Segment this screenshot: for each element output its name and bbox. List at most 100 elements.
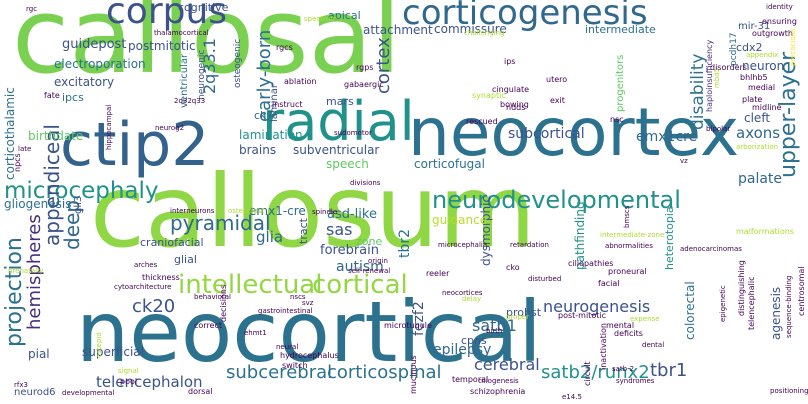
word: neocortices — [442, 289, 483, 297]
word: plate — [742, 95, 763, 104]
word: cpns — [461, 334, 487, 347]
word: e14.5 — [562, 393, 582, 401]
word: centrosomal — [797, 266, 806, 316]
word: cytoarchitecture — [114, 283, 172, 291]
word: corticospinal — [327, 362, 442, 383]
word: ctip2 — [60, 110, 210, 180]
word: adenocarcinomas — [680, 245, 742, 253]
word: ips — [504, 57, 516, 66]
word: intermediate — [585, 23, 656, 36]
word: arborization — [736, 143, 779, 151]
word: divisions — [350, 179, 381, 187]
word: syndromes — [616, 377, 655, 385]
word: lamination — [239, 128, 303, 142]
word: guidepost — [62, 37, 127, 52]
word: neurodevelopmental — [432, 186, 681, 214]
word: outgrowth — [752, 29, 793, 38]
word: temporal — [452, 375, 489, 384]
word: rgcs — [276, 43, 293, 52]
word: delay — [462, 295, 482, 303]
word: neurogenic — [197, 49, 207, 100]
word: probst — [506, 306, 542, 319]
word: microcephalia — [438, 241, 488, 249]
word: tract — [297, 218, 310, 244]
word: arches — [134, 261, 158, 269]
word: exit — [550, 96, 565, 105]
word: abnormalities — [605, 242, 653, 250]
word: distinguishing — [737, 260, 746, 316]
word: corpus — [106, 0, 228, 32]
word: osteogenic — [233, 38, 243, 88]
word: signal — [118, 367, 139, 375]
word: agenesis — [769, 286, 783, 340]
word: microcephaly — [4, 178, 159, 204]
word: dysmorphic — [479, 195, 493, 266]
word: bipolar — [706, 125, 731, 133]
word: appendix — [746, 51, 779, 59]
word: birthdate — [28, 129, 84, 143]
word: gli3 — [73, 195, 84, 214]
word: superficial — [82, 345, 144, 359]
word: proper — [506, 313, 530, 321]
word: origin — [368, 257, 388, 265]
word: corticofugal — [414, 157, 485, 171]
word: apical — [328, 9, 361, 22]
word: glial — [174, 253, 197, 266]
word: facial — [598, 279, 620, 288]
word: intellectual — [178, 270, 323, 300]
word: electroporation — [54, 57, 146, 71]
word: switch — [282, 361, 308, 370]
word: thickness — [142, 273, 180, 282]
word: precocious — [789, 28, 797, 66]
word: asd-like — [327, 207, 377, 222]
word: retardation — [510, 241, 549, 249]
word: radial — [262, 90, 415, 153]
word: thalamocortical — [154, 29, 209, 37]
word: excitatory — [54, 75, 115, 89]
word: svz — [302, 299, 314, 307]
word: utero — [546, 75, 568, 84]
word: sequence-binding — [785, 275, 793, 338]
word: cingulate — [492, 85, 530, 94]
word: osteoblast — [228, 207, 265, 215]
word: fate — [44, 91, 60, 100]
word: rgc — [26, 5, 38, 13]
word: positioning — [770, 387, 808, 395]
word: correct — [194, 321, 223, 330]
word: reeler — [426, 269, 450, 278]
word: neural — [276, 343, 299, 351]
word: interneurons — [170, 207, 215, 215]
word: neuron — [742, 59, 785, 73]
word: late — [18, 145, 32, 153]
word: glia — [256, 228, 284, 246]
word: fezf2 — [411, 301, 427, 336]
word: self-renewal — [348, 267, 391, 275]
word: cko — [506, 263, 520, 272]
word: neurogenesis — [543, 297, 651, 316]
word: ipcs — [62, 91, 84, 104]
word: birth — [486, 327, 503, 335]
word: subcerebral — [226, 362, 333, 383]
word: postmitotic — [128, 39, 196, 53]
word: sudomotor — [334, 129, 372, 137]
word: ostepid — [95, 332, 103, 358]
word: neurod6 — [14, 387, 56, 398]
word: circuit — [583, 361, 592, 386]
word: emx1-cre — [249, 204, 306, 218]
word: satb1 — [472, 316, 517, 335]
word: rgps — [356, 63, 374, 72]
word: epilepsy — [433, 342, 492, 358]
word: identity — [766, 3, 793, 11]
word: vz — [680, 157, 688, 165]
word: ck20 — [132, 296, 176, 317]
word: ciliopathies — [568, 259, 614, 268]
word: corticogenesis — [402, 0, 648, 33]
word: progenitors — [615, 54, 626, 112]
word: intermediate-zone — [600, 231, 665, 239]
word: axons — [736, 124, 781, 142]
word: developmental — [62, 389, 115, 397]
word: bmscs — [623, 205, 631, 228]
word: schizophrenia — [470, 387, 526, 396]
word: challenging — [464, 29, 505, 37]
word: neocortex — [408, 94, 739, 171]
